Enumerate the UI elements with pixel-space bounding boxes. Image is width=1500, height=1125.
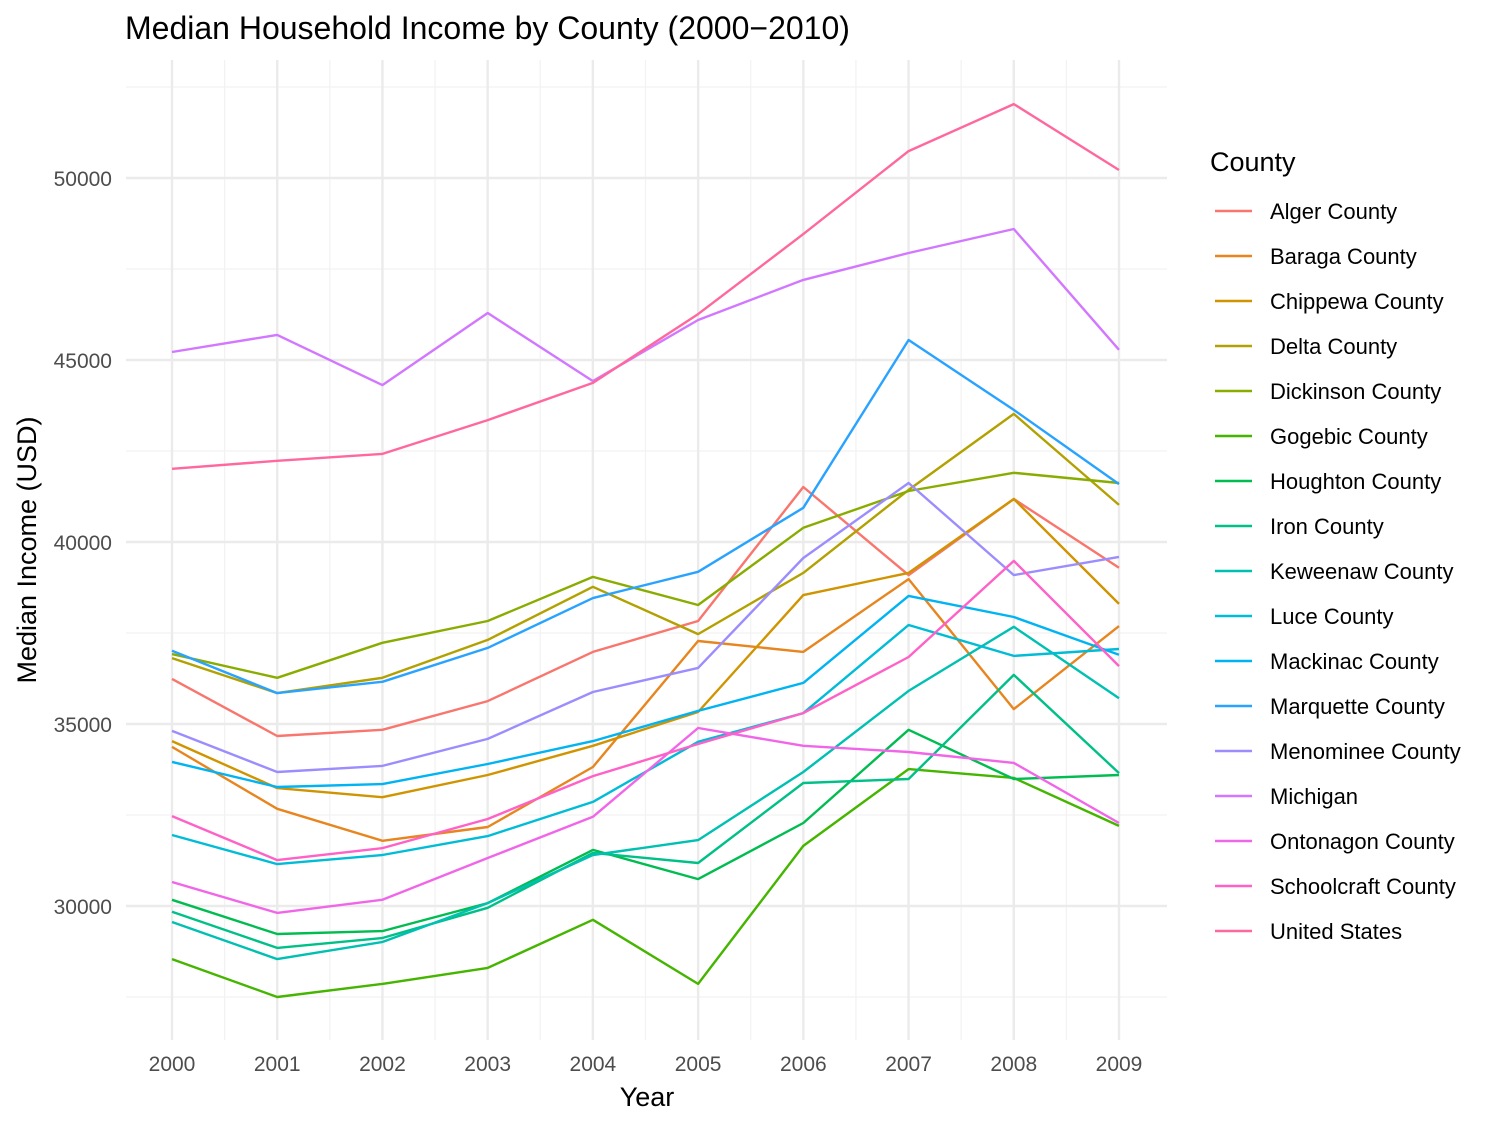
- y-axis-ticks: 30000 35000 40000 45000 50000: [54, 168, 112, 919]
- y-tick-label: 35000: [54, 714, 112, 737]
- legend-title: County: [1210, 147, 1296, 177]
- grid: [126, 60, 1167, 1040]
- x-tick-label: 2004: [570, 1053, 617, 1076]
- legend-label: Iron County: [1270, 514, 1384, 539]
- x-tick-label: 2005: [675, 1053, 722, 1076]
- series-line-keweenaw-county: [171, 625, 1120, 961]
- series-line-delta-county: [171, 412, 1120, 695]
- series-line-ontonagon-county: [171, 726, 1120, 915]
- x-axis-label: Year: [620, 1082, 675, 1112]
- x-tick-label: 2000: [149, 1053, 196, 1076]
- x-tick-label: 2007: [885, 1053, 932, 1076]
- series-line-united-states: [171, 102, 1120, 470]
- legend-item: Chippewa County: [1215, 289, 1444, 314]
- x-tick-label: 2003: [464, 1053, 511, 1076]
- legend-label: Michigan: [1270, 784, 1358, 809]
- series-line-chippewa-county: [171, 497, 1120, 799]
- series-line-schoolcraft-county: [171, 559, 1120, 862]
- legend-item: Keweenaw County: [1215, 559, 1453, 584]
- legend-item: Baraga County: [1215, 244, 1417, 269]
- legend-label: Delta County: [1270, 334, 1397, 359]
- legend-item: Michigan: [1215, 784, 1358, 809]
- legend-label: Schoolcraft County: [1270, 874, 1456, 899]
- series-line-michigan: [171, 227, 1120, 387]
- legend-item: Mackinac County: [1215, 649, 1439, 674]
- y-tick-label: 40000: [54, 532, 112, 555]
- legend-item: Houghton County: [1215, 469, 1441, 494]
- legend-label: Keweenaw County: [1270, 559, 1453, 584]
- legend-item: Ontonagon County: [1215, 829, 1455, 854]
- legend-label: Houghton County: [1270, 469, 1441, 494]
- legend-item: Iron County: [1215, 514, 1384, 539]
- legend-label: Ontonagon County: [1270, 829, 1455, 854]
- legend-label: Dickinson County: [1270, 379, 1441, 404]
- y-tick-label: 30000: [54, 896, 112, 919]
- y-tick-label: 50000: [54, 168, 112, 191]
- legend-label: Chippewa County: [1270, 289, 1444, 314]
- legend-label: Mackinac County: [1270, 649, 1439, 674]
- series-lines: [171, 102, 1120, 999]
- series-line-gogebic-county: [171, 767, 1120, 999]
- legend-item: Luce County: [1215, 604, 1394, 629]
- series-line-menominee-county: [171, 481, 1120, 774]
- series-line-houghton-county: [171, 728, 1120, 936]
- x-tick-label: 2009: [1096, 1053, 1143, 1076]
- legend-label: Alger County: [1270, 199, 1397, 224]
- x-tick-label: 2002: [359, 1053, 406, 1076]
- series-line-baraga-county: [171, 577, 1120, 842]
- series-line-marquette-county: [171, 338, 1120, 695]
- x-tick-label: 2006: [780, 1053, 827, 1076]
- x-tick-label: 2008: [990, 1053, 1037, 1076]
- legend-item: Alger County: [1215, 199, 1397, 224]
- series-line-mackinac-county: [171, 594, 1120, 789]
- chart-title: Median Household Income by County (2000−…: [125, 10, 850, 46]
- legend-item: Gogebic County: [1215, 424, 1428, 449]
- legend-item: Marquette County: [1215, 694, 1445, 719]
- series-line-iron-county: [171, 673, 1120, 950]
- y-axis-label: Median Income (USD): [12, 416, 42, 683]
- x-axis-ticks: 2000 2001 2002 2003 2004 2005 2006 2007 2008 2009: [149, 1053, 1143, 1076]
- legend: County Alger County Baraga County Chippewa…: [1210, 147, 1461, 944]
- legend-label: Luce County: [1270, 604, 1394, 629]
- legend-item: United States: [1215, 919, 1402, 944]
- legend-label: Baraga County: [1270, 244, 1417, 269]
- legend-label: Menominee County: [1270, 739, 1461, 764]
- y-tick-label: 45000: [54, 350, 112, 373]
- legend-label: Marquette County: [1270, 694, 1445, 719]
- legend-label: United States: [1270, 919, 1402, 944]
- legend-label: Gogebic County: [1270, 424, 1428, 449]
- series-line-dickinson-county: [171, 471, 1120, 679]
- legend-item: Menominee County: [1215, 739, 1461, 764]
- legend-item: Delta County: [1215, 334, 1397, 359]
- legend-item: Dickinson County: [1215, 379, 1441, 404]
- x-tick-label: 2001: [254, 1053, 301, 1076]
- legend-item: Schoolcraft County: [1215, 874, 1456, 899]
